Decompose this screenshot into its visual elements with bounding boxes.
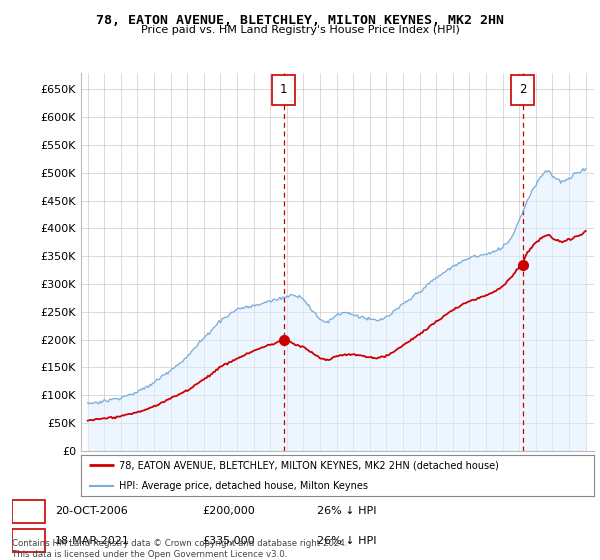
FancyBboxPatch shape	[12, 529, 46, 553]
Text: 26% ↓ HPI: 26% ↓ HPI	[317, 536, 377, 546]
FancyBboxPatch shape	[511, 74, 534, 105]
Text: 78, EATON AVENUE, BLETCHLEY, MILTON KEYNES, MK2 2HN: 78, EATON AVENUE, BLETCHLEY, MILTON KEYN…	[96, 14, 504, 27]
Text: HPI: Average price, detached house, Milton Keynes: HPI: Average price, detached house, Milt…	[119, 480, 368, 491]
FancyBboxPatch shape	[12, 500, 46, 523]
Text: 1: 1	[25, 506, 32, 516]
Text: 26% ↓ HPI: 26% ↓ HPI	[317, 506, 377, 516]
Text: 20-OCT-2006: 20-OCT-2006	[55, 506, 128, 516]
Text: Price paid vs. HM Land Registry's House Price Index (HPI): Price paid vs. HM Land Registry's House …	[140, 25, 460, 35]
Text: 1: 1	[280, 83, 287, 96]
Text: 2: 2	[25, 536, 32, 546]
Text: 18-MAR-2021: 18-MAR-2021	[55, 536, 130, 546]
Text: £335,000: £335,000	[202, 536, 255, 546]
Text: 2: 2	[519, 83, 526, 96]
FancyBboxPatch shape	[272, 74, 295, 105]
Text: Contains HM Land Registry data © Crown copyright and database right 2024.
This d: Contains HM Land Registry data © Crown c…	[12, 539, 347, 559]
Text: 78, EATON AVENUE, BLETCHLEY, MILTON KEYNES, MK2 2HN (detached house): 78, EATON AVENUE, BLETCHLEY, MILTON KEYN…	[119, 460, 499, 470]
Text: £200,000: £200,000	[202, 506, 255, 516]
